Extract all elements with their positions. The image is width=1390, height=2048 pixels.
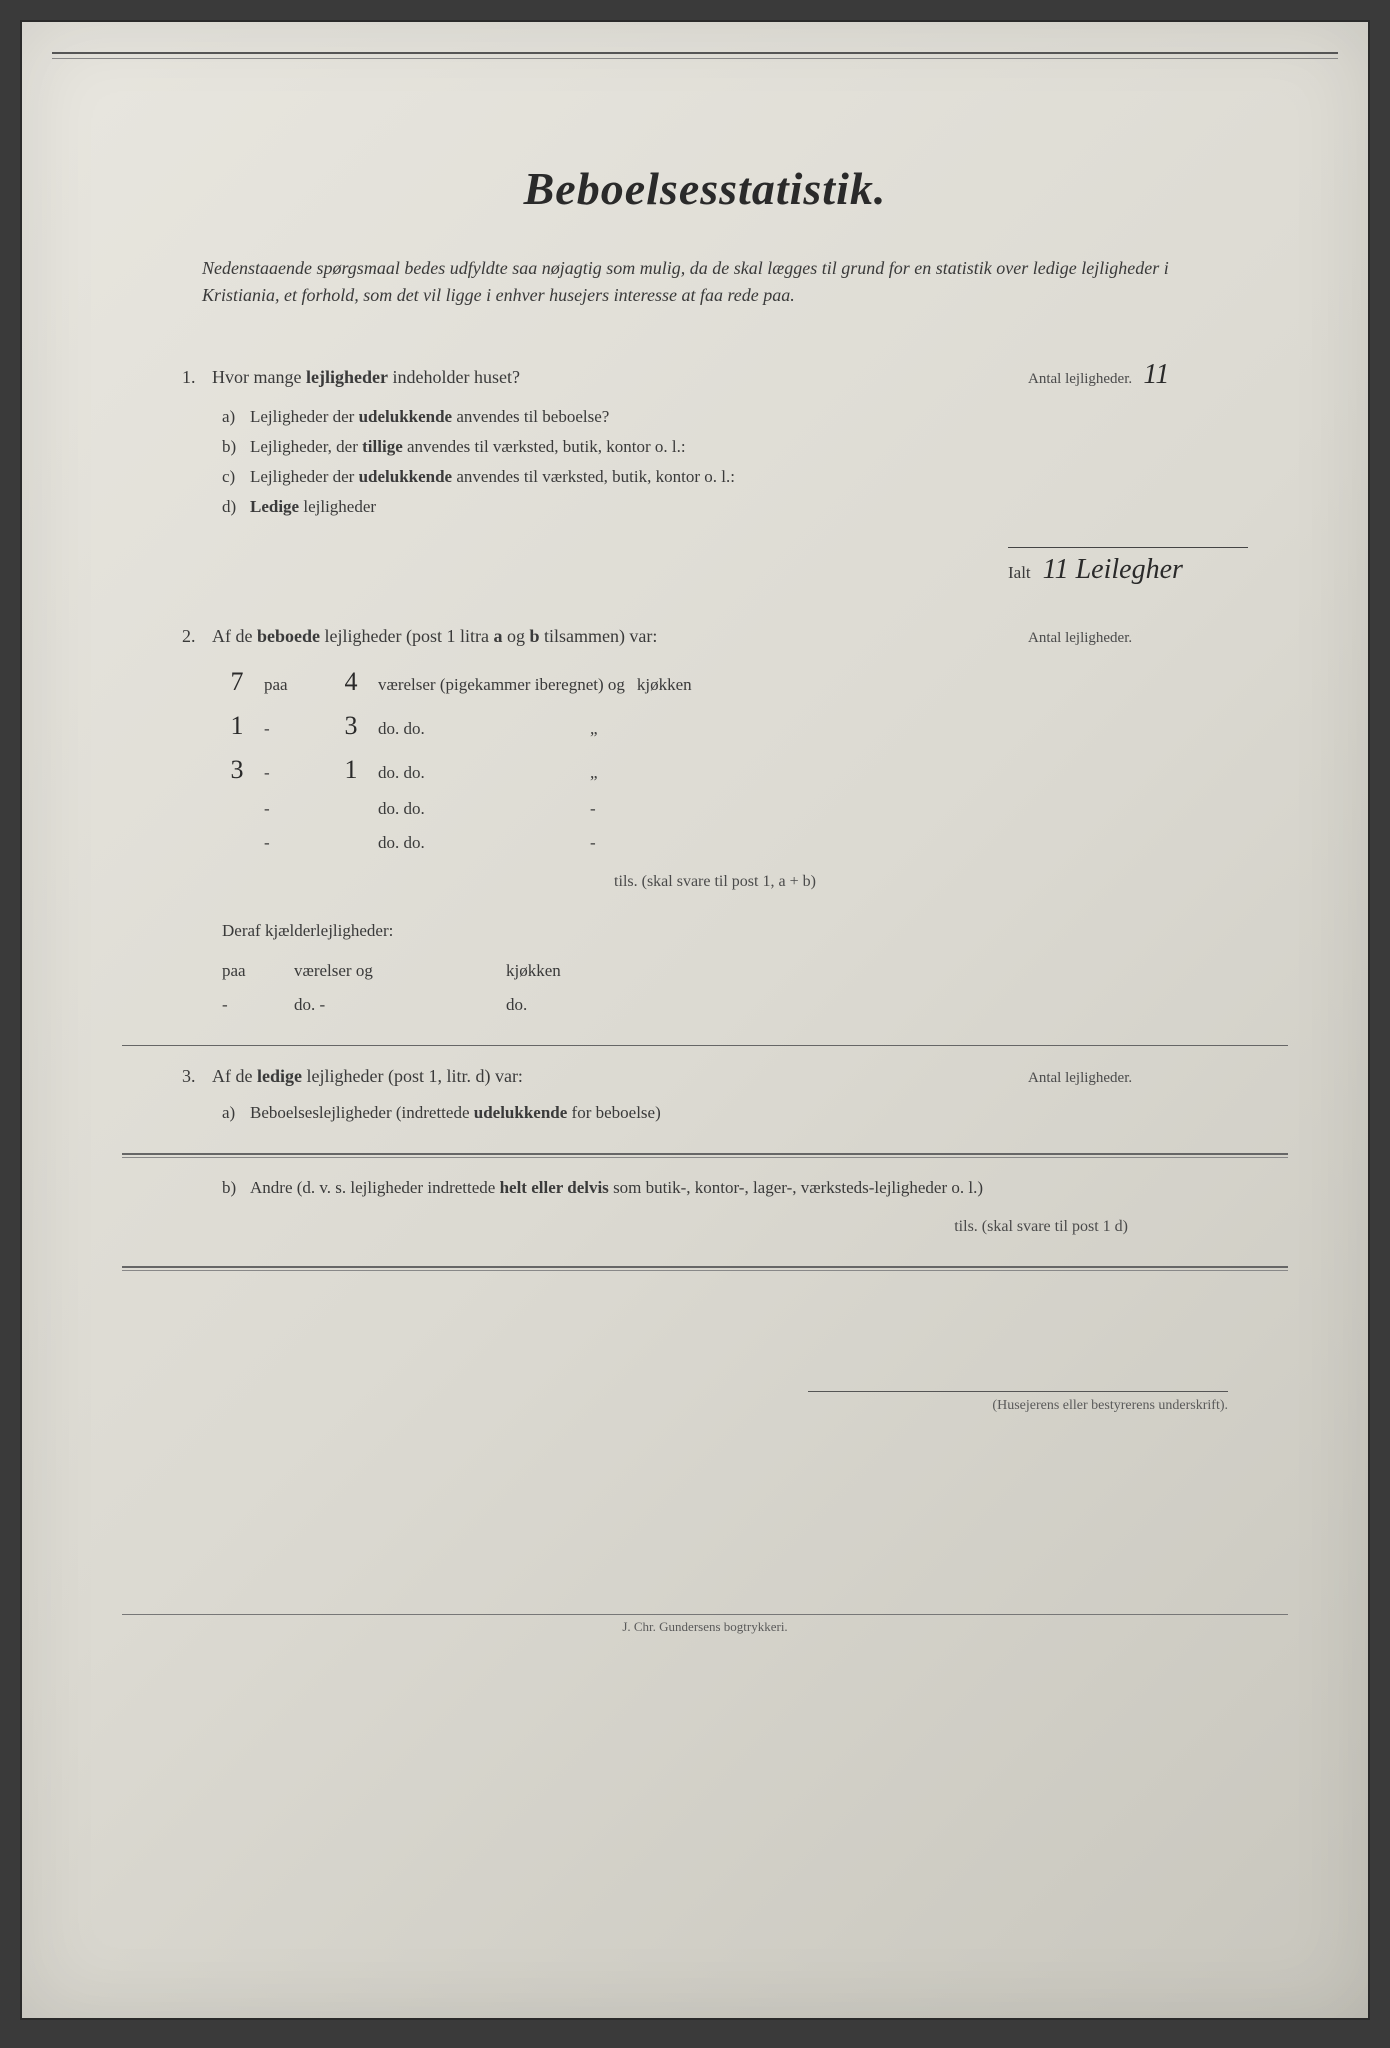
table-row: - do. do. - (222, 799, 1248, 819)
table-row: 3 - 1 do. do. „ (222, 755, 1248, 785)
q2-number: 2. (182, 626, 212, 647)
q2-right-label: Antal lejligheder. (1028, 630, 1248, 647)
table-row: - do. do. - (222, 833, 1248, 853)
q1-c: c) Lejligheder der udelukkende anvendes … (222, 467, 1248, 487)
q3-b-section: b) Andre (d. v. s. lejligheder indretted… (182, 1178, 1248, 1236)
q2-tils: tils. (skal svare til post 1, a + b) (182, 873, 1248, 891)
ialt-total: Ialt 11 Leilegher (122, 547, 1248, 586)
q1-right-label: Antal lejligheder. 11 (1028, 359, 1248, 391)
q1-d: d) Ledige lejligheder (222, 497, 1248, 517)
q2-text: Af de beboede lejligheder (post 1 litra … (212, 626, 1028, 647)
document-title: Beboelsesstatistik. (122, 162, 1288, 215)
q3-b: b) Andre (d. v. s. lejligheder indretted… (222, 1178, 1248, 1198)
question-1: 1. Hvor mange lejligheder indeholder hus… (182, 359, 1248, 517)
q2-table: 7 paa 4 værelser (pigekammer iberegnet) … (222, 667, 1248, 853)
q3-a: a) Beboelseslejligheder (indrettede udel… (222, 1103, 1248, 1123)
question-2: 2. Af de beboede lejligheder (post 1 lit… (182, 626, 1248, 1015)
signature-line: (Husejerens eller bestyrerens underskrif… (122, 1391, 1228, 1414)
q3-text: Af de ledige lejligheder (post 1, litr. … (212, 1066, 1028, 1087)
intro-paragraph: Nedenstaaende spørgsmaal bedes udfyldte … (202, 255, 1228, 309)
table-row: 1 - 3 do. do. „ (222, 711, 1248, 741)
table-row: 7 paa 4 værelser (pigekammer iberegnet) … (222, 667, 1248, 697)
table-row: paa værelser og kjøkken (222, 961, 1248, 981)
q1-number: 1. (182, 367, 212, 388)
q2-deraf: Deraf kjælderlejligheder: (222, 921, 1248, 941)
ialt-value: 11 Leilegher (1043, 554, 1183, 585)
table-row: - do. - do. (222, 995, 1248, 1015)
q3-right-label: Antal lejligheder. (1028, 1070, 1248, 1087)
q1-b: b) Lejligheder, der tillige anvendes til… (222, 437, 1248, 457)
q3-number: 3. (182, 1066, 212, 1087)
document-page: Beboelsesstatistik. Nedenstaaende spørgs… (20, 20, 1370, 2020)
divider (122, 1153, 1288, 1158)
question-3: 3. Af de ledige lejligheder (post 1, lit… (182, 1066, 1248, 1123)
q1-a: a) Lejligheder der udelukkende anvendes … (222, 407, 1248, 427)
divider (122, 1045, 1288, 1046)
q1-text: Hvor mange lejligheder indeholder huset? (212, 367, 1028, 388)
q1-answer: 11 (1143, 359, 1169, 390)
q3-tils: tils. (skal svare til post 1 d) (182, 1218, 1128, 1236)
footer-imprint: J. Chr. Gundersens bogtrykkeri. (122, 1614, 1288, 1635)
divider (122, 1266, 1288, 1271)
q2-deraf-table: paa værelser og kjøkken - do. - do. (222, 961, 1248, 1015)
